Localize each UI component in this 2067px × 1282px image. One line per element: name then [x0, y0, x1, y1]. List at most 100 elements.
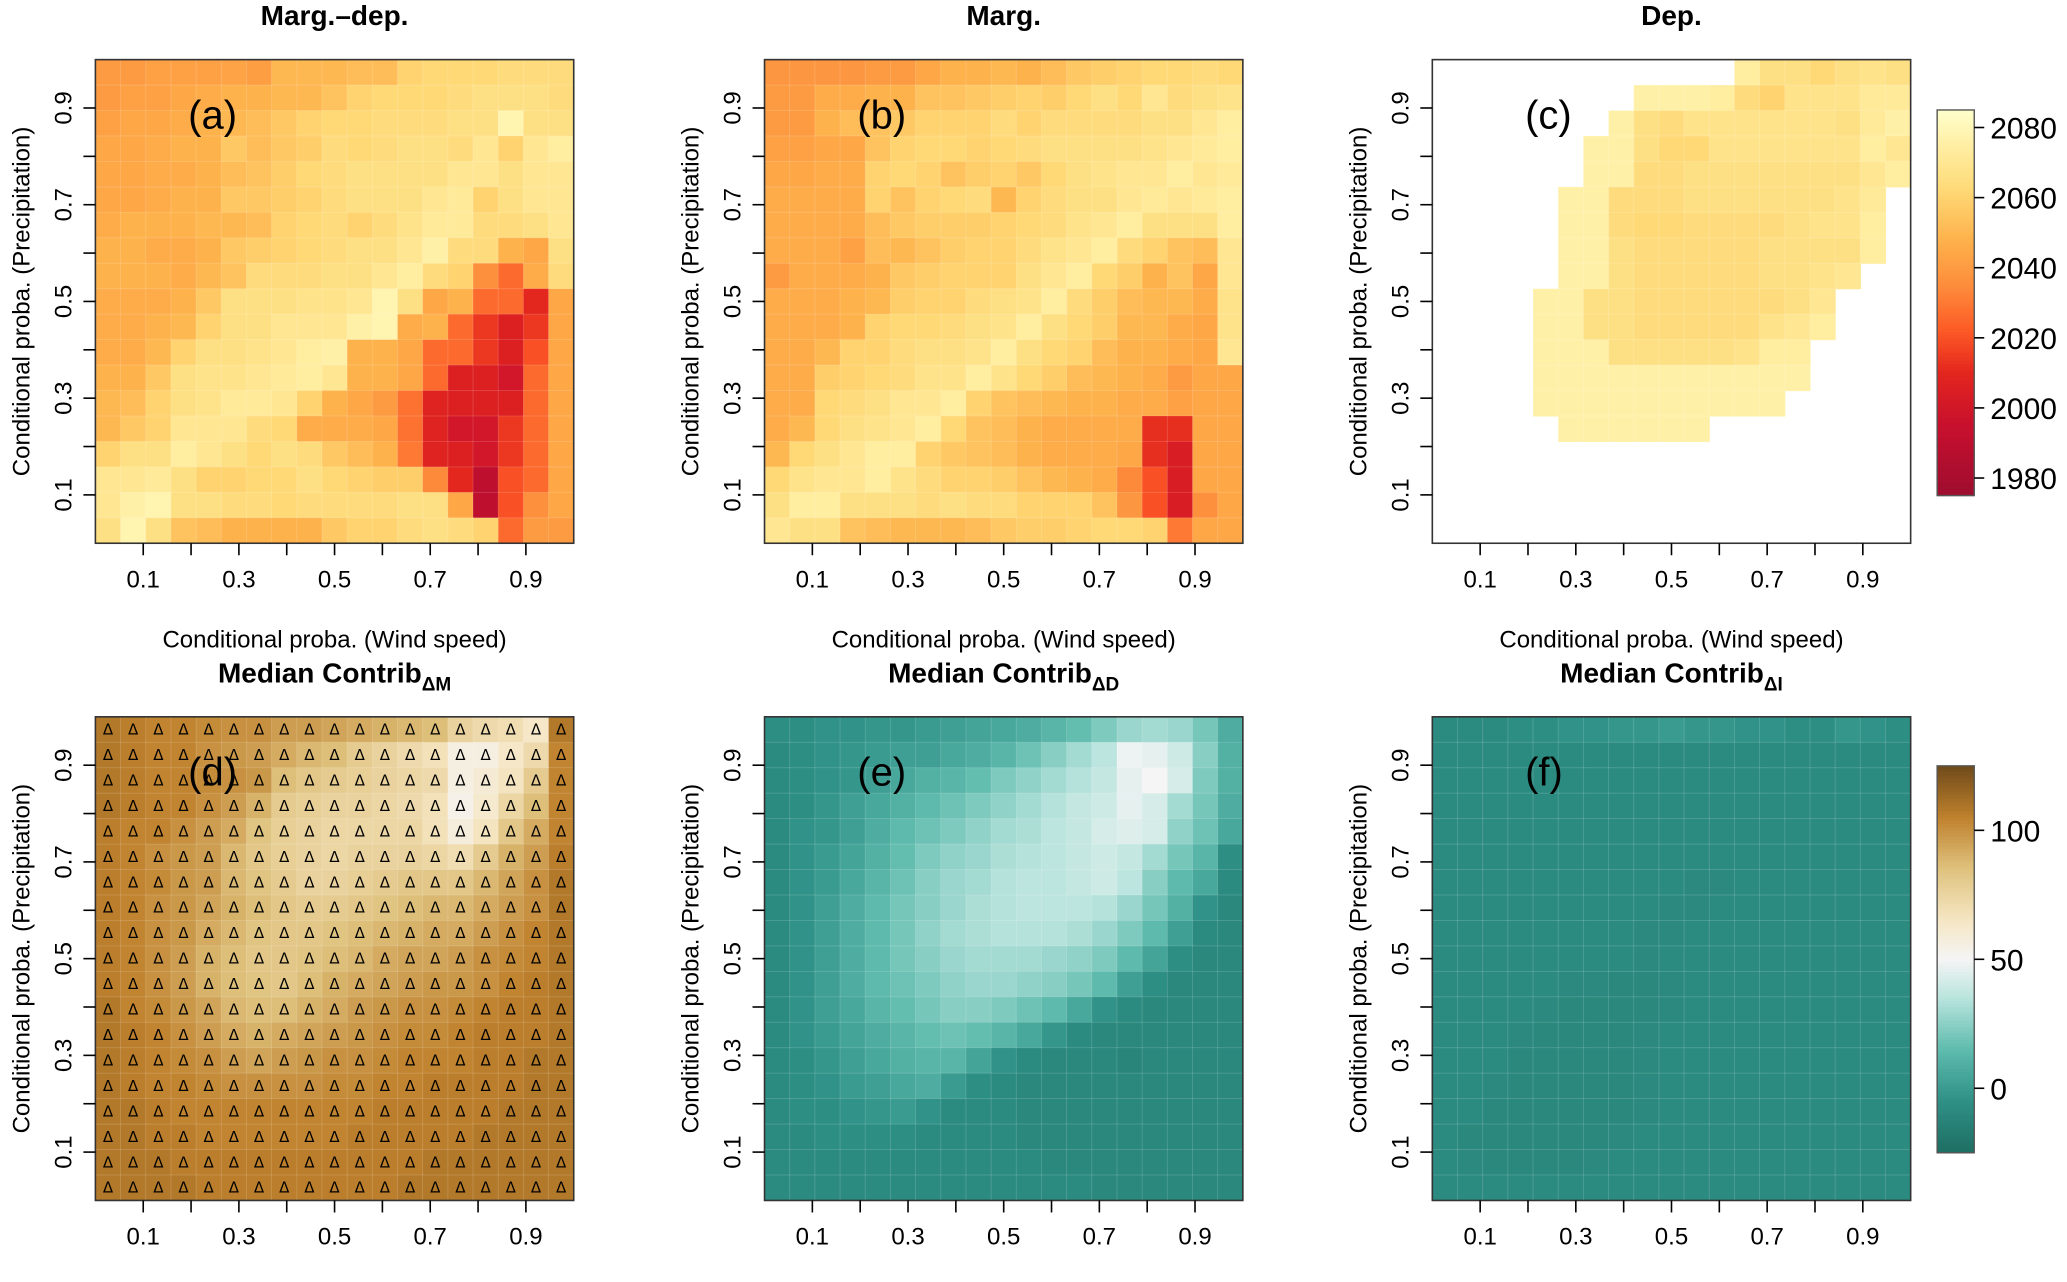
heatmap-cell: [195, 339, 223, 367]
heatmap-cell: [990, 211, 1018, 239]
heatmap-cell: [1885, 110, 1912, 137]
heatmap-cell: [789, 843, 816, 871]
heatmap-cell: [1141, 869, 1169, 897]
heatmap-cell: [965, 741, 993, 769]
heatmap-cell: [296, 135, 323, 163]
heatmap-cell: [397, 517, 424, 545]
heatmap-cell: [522, 186, 550, 214]
heatmap-cell: [1482, 1098, 1509, 1126]
heatmap-cell: [195, 288, 223, 316]
cell-marker-triangle: Δ: [506, 1001, 517, 1019]
heatmap-cell: [321, 262, 349, 290]
heatmap-cell: [1608, 313, 1635, 341]
colorbar-segment: [1937, 949, 1975, 954]
heatmap-cell: [814, 441, 842, 468]
heatmap-cell: [1166, 135, 1194, 163]
cell-marker-triangle: Δ: [355, 1102, 366, 1120]
heatmap-cell: [890, 186, 917, 214]
heatmap-cell: [1658, 970, 1686, 998]
heatmap-cell: [95, 262, 122, 290]
cell-marker-triangle: Δ: [153, 950, 164, 968]
heatmap-cell: [497, 364, 525, 392]
heatmap-cell: [1708, 110, 1736, 137]
heatmap-cell: [422, 288, 449, 316]
heatmap-cell: [890, 517, 917, 545]
title-text: Median Contrib: [218, 657, 422, 688]
cell-marker-triangle: Δ: [380, 746, 391, 764]
heatmap-cell: [95, 339, 122, 367]
heatmap-cell: [1141, 894, 1169, 922]
cell-marker-triangle: Δ: [355, 950, 366, 968]
heatmap-cell: [1658, 792, 1686, 820]
colorbar-segment: [1937, 1130, 1975, 1135]
heatmap-cell: [789, 186, 816, 214]
heatmap-cell: [1759, 211, 1786, 239]
heatmap-cell: [120, 59, 147, 87]
heatmap-cell: [346, 84, 374, 112]
cell-marker-triangle: Δ: [506, 1179, 517, 1197]
heatmap-cell: [1457, 970, 1484, 998]
x-tick-label: 0.9: [1846, 1223, 1879, 1250]
heatmap-cell: [1683, 945, 1711, 973]
heatmap-cell: [864, 741, 892, 769]
cell-marker-triangle: Δ: [405, 873, 416, 891]
colorbar-segment: [1937, 199, 1975, 204]
heatmap-cell: [447, 59, 475, 87]
heatmap-cell: [1507, 716, 1535, 744]
heatmap-cell: [1091, 970, 1118, 998]
heatmap-cell: [195, 59, 223, 87]
heatmap-cell: [1834, 920, 1862, 947]
heatmap-cell: [1457, 843, 1484, 871]
heatmap-cell: [890, 390, 917, 417]
heatmap-cell: [1658, 84, 1686, 112]
cell-marker-triangle: Δ: [380, 1153, 391, 1171]
heatmap-cell: [1217, 211, 1244, 239]
heatmap-cell: [1091, 59, 1118, 87]
heatmap-cell: [1192, 135, 1219, 163]
heatmap-cell: [95, 84, 122, 112]
heatmap-cell: [346, 339, 374, 367]
heatmap-cell: [1192, 1072, 1219, 1100]
colorbar-segment: [1937, 881, 1975, 886]
x-tick-label: 0.5: [318, 566, 351, 593]
heatmap-cell: [1834, 894, 1862, 922]
heatmap-cell: [1507, 1149, 1535, 1176]
heatmap-cell: [940, 894, 967, 922]
heatmap-cell: [321, 1123, 349, 1151]
colorbar-segment: [1937, 859, 1975, 864]
colorbar-segment: [1937, 923, 1975, 928]
heatmap-cell: [1507, 920, 1535, 947]
colorbar-segment: [1937, 1088, 1975, 1093]
heatmap-cell: [814, 135, 842, 163]
heatmap-cell: [1658, 161, 1686, 188]
heatmap-cell: [397, 1149, 424, 1176]
heatmap-cell: [1116, 211, 1144, 239]
heatmap-cell: [548, 1072, 575, 1100]
heatmap-cell: [1457, 818, 1484, 846]
heatmap-cell: [271, 415, 298, 443]
heatmap-cell: [1041, 441, 1068, 468]
heatmap-cell: [195, 237, 223, 265]
panel-f: Median ContribΔI0.10.30.50.70.9Condition…: [1345, 657, 1912, 1250]
heatmap-cell: [1683, 1021, 1711, 1049]
heatmap-cell: [940, 716, 967, 744]
heatmap-cell: [1217, 441, 1244, 468]
cell-marker-triangle: Δ: [531, 1179, 542, 1197]
heatmap-cell: [1834, 1072, 1862, 1100]
heatmap-cell: [371, 59, 399, 87]
heatmap-cell: [1091, 364, 1118, 392]
heatmap-cell: [1557, 186, 1585, 214]
heatmap-cell: [472, 441, 500, 468]
heatmap-cell: [1759, 767, 1786, 795]
heatmap-cell: [814, 390, 842, 417]
cell-marker-triangle: Δ: [380, 1128, 391, 1146]
cell-marker-triangle: Δ: [103, 771, 114, 789]
heatmap-cell: [915, 1098, 942, 1126]
heatmap-cell: [915, 818, 942, 846]
heatmap-cell: [1431, 1098, 1459, 1126]
heatmap-cell: [145, 970, 172, 998]
heatmap-cell: [1217, 1021, 1244, 1049]
colorbar-segment: [1937, 804, 1975, 809]
heatmap-cell: [246, 59, 273, 87]
heatmap-cell: [864, 135, 892, 163]
